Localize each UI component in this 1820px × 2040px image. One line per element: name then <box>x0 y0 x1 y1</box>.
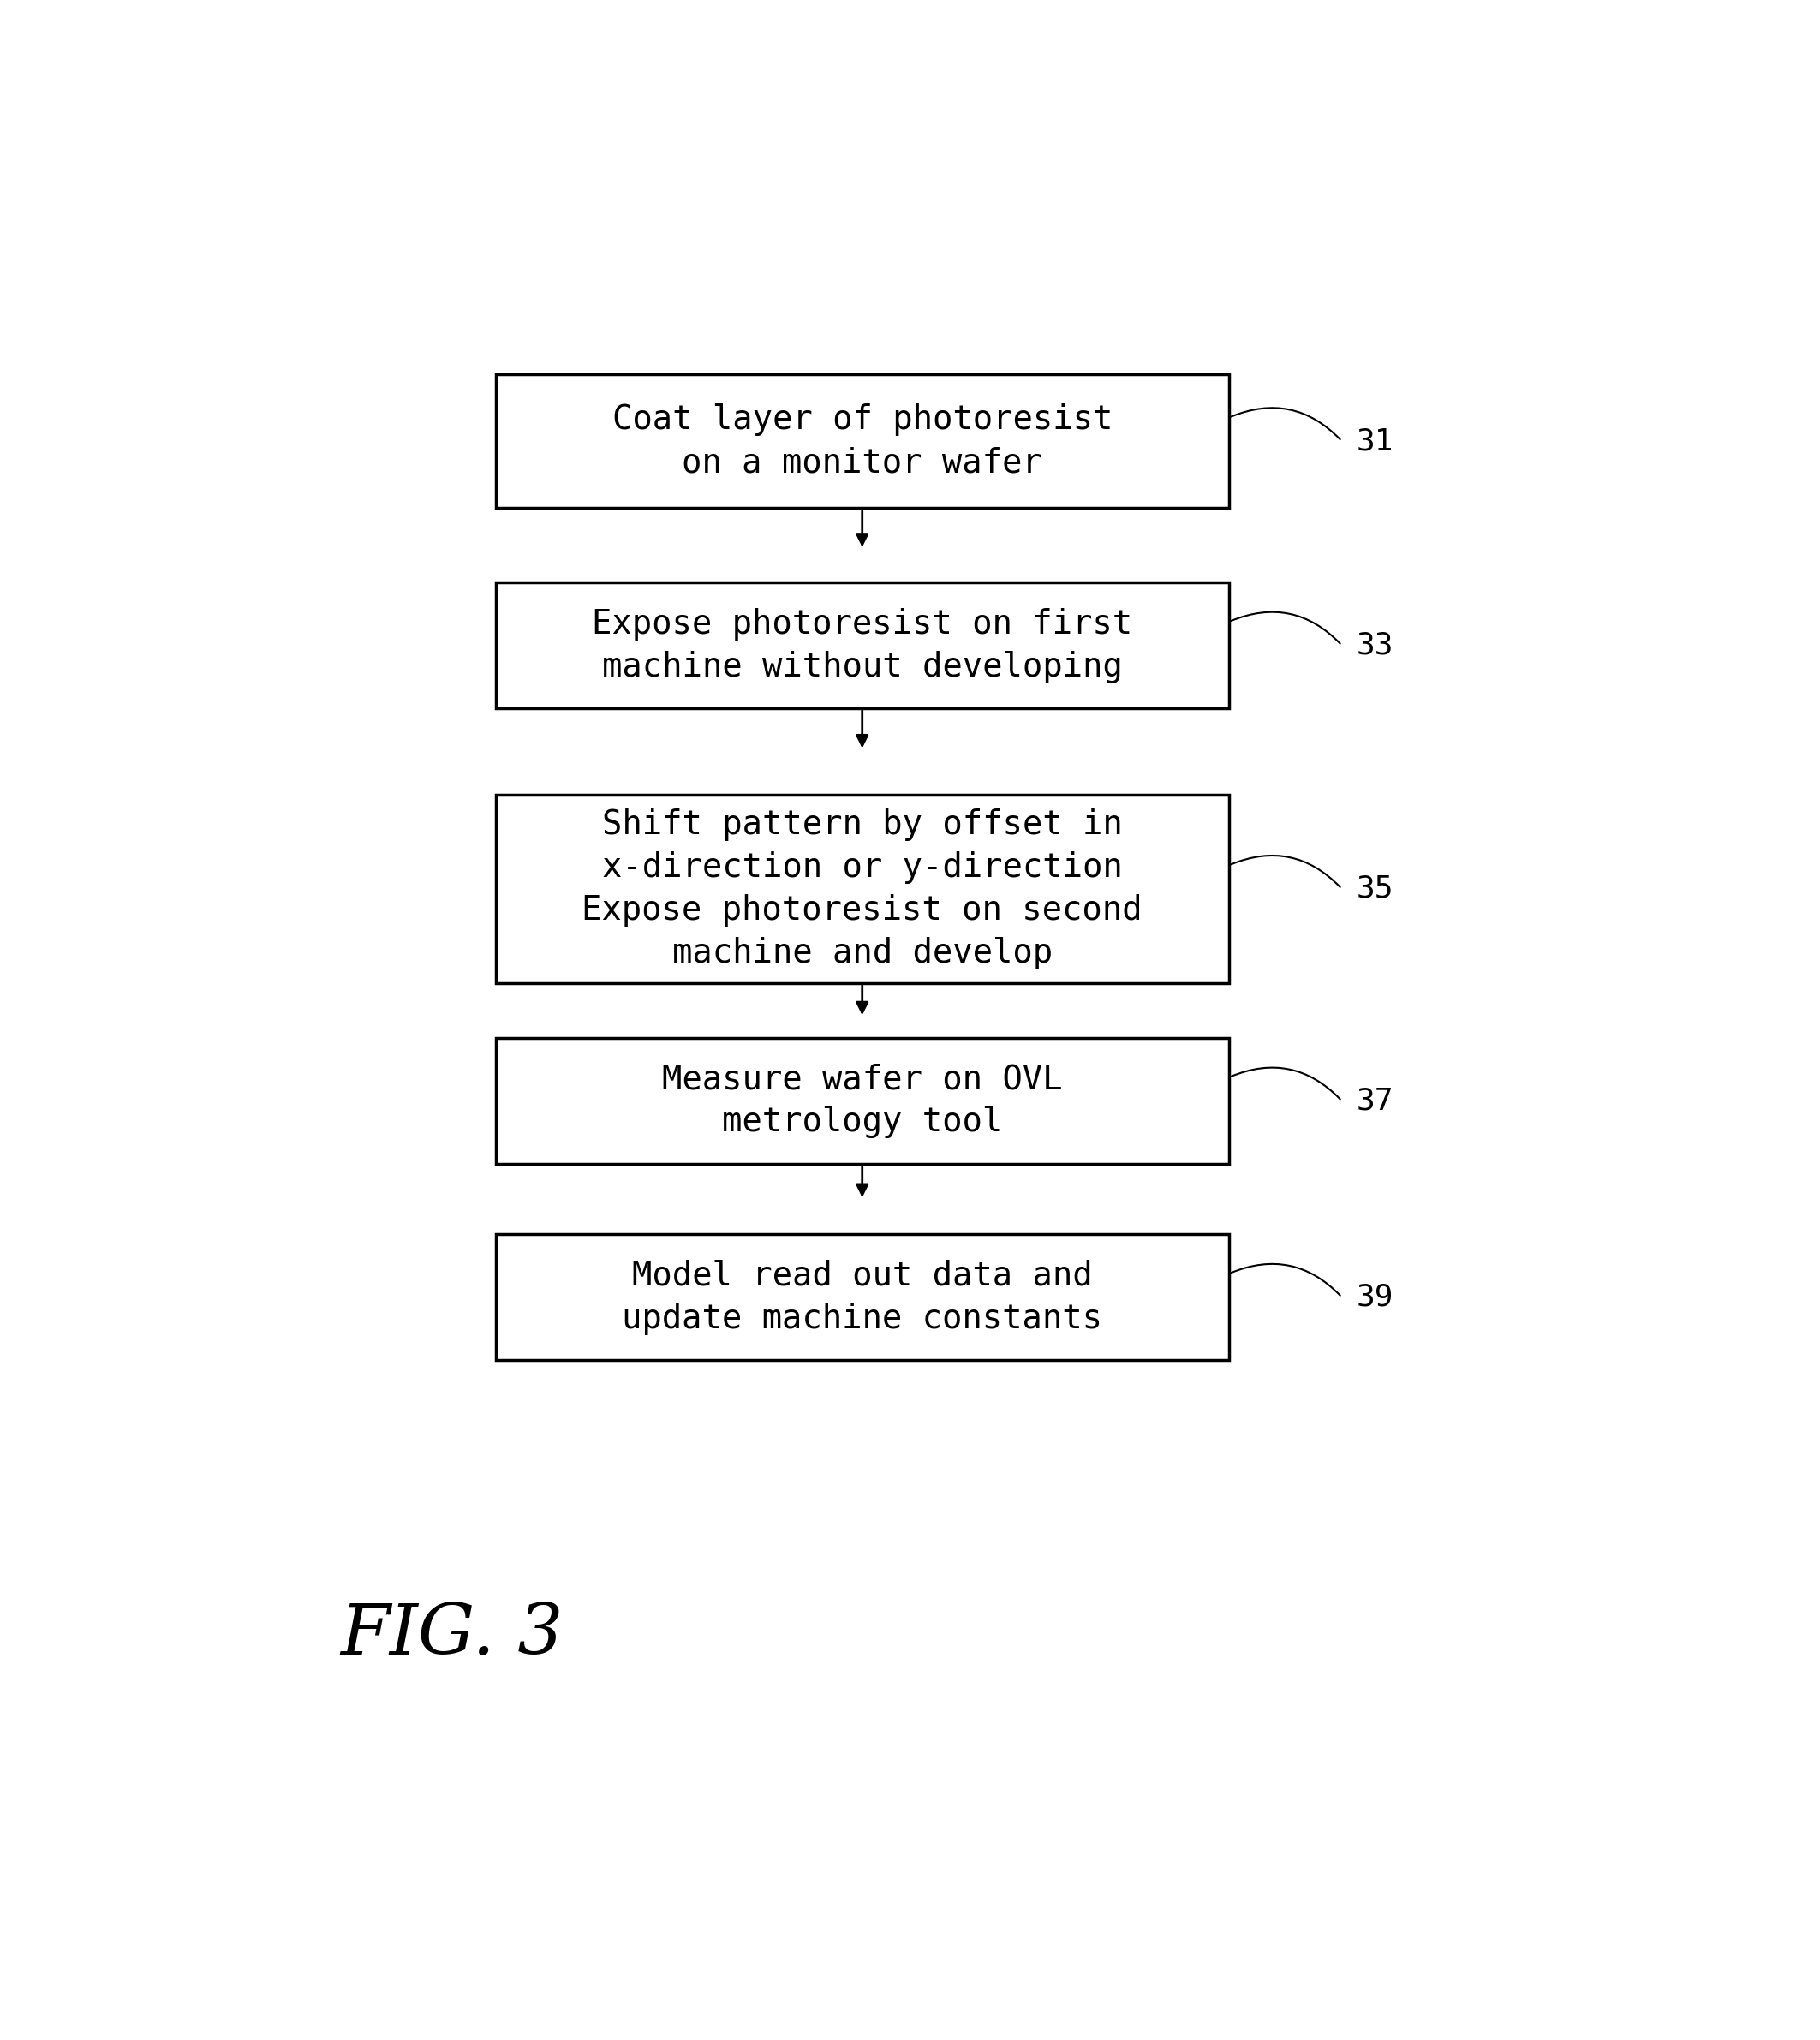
Text: FIG. 3: FIG. 3 <box>340 1601 564 1669</box>
Text: Measure wafer on OVL
metrology tool: Measure wafer on OVL metrology tool <box>662 1063 1063 1138</box>
Text: Model read out data and
update machine constants: Model read out data and update machine c… <box>622 1259 1103 1334</box>
Text: 39: 39 <box>1356 1283 1392 1312</box>
FancyBboxPatch shape <box>495 794 1228 983</box>
Text: 37: 37 <box>1356 1087 1392 1116</box>
FancyBboxPatch shape <box>495 583 1228 708</box>
Text: Coat layer of photoresist
on a monitor wafer: Coat layer of photoresist on a monitor w… <box>612 404 1112 479</box>
Text: 31: 31 <box>1356 426 1392 455</box>
Text: Expose photoresist on first
machine without developing: Expose photoresist on first machine with… <box>592 608 1132 683</box>
FancyBboxPatch shape <box>495 1038 1228 1163</box>
FancyBboxPatch shape <box>495 375 1228 508</box>
Text: 33: 33 <box>1356 630 1392 659</box>
FancyBboxPatch shape <box>495 1234 1228 1361</box>
Text: Shift pattern by offset in
x-direction or y-direction
Expose photoresist on seco: Shift pattern by offset in x-direction o… <box>582 808 1143 969</box>
Text: 35: 35 <box>1356 875 1392 904</box>
